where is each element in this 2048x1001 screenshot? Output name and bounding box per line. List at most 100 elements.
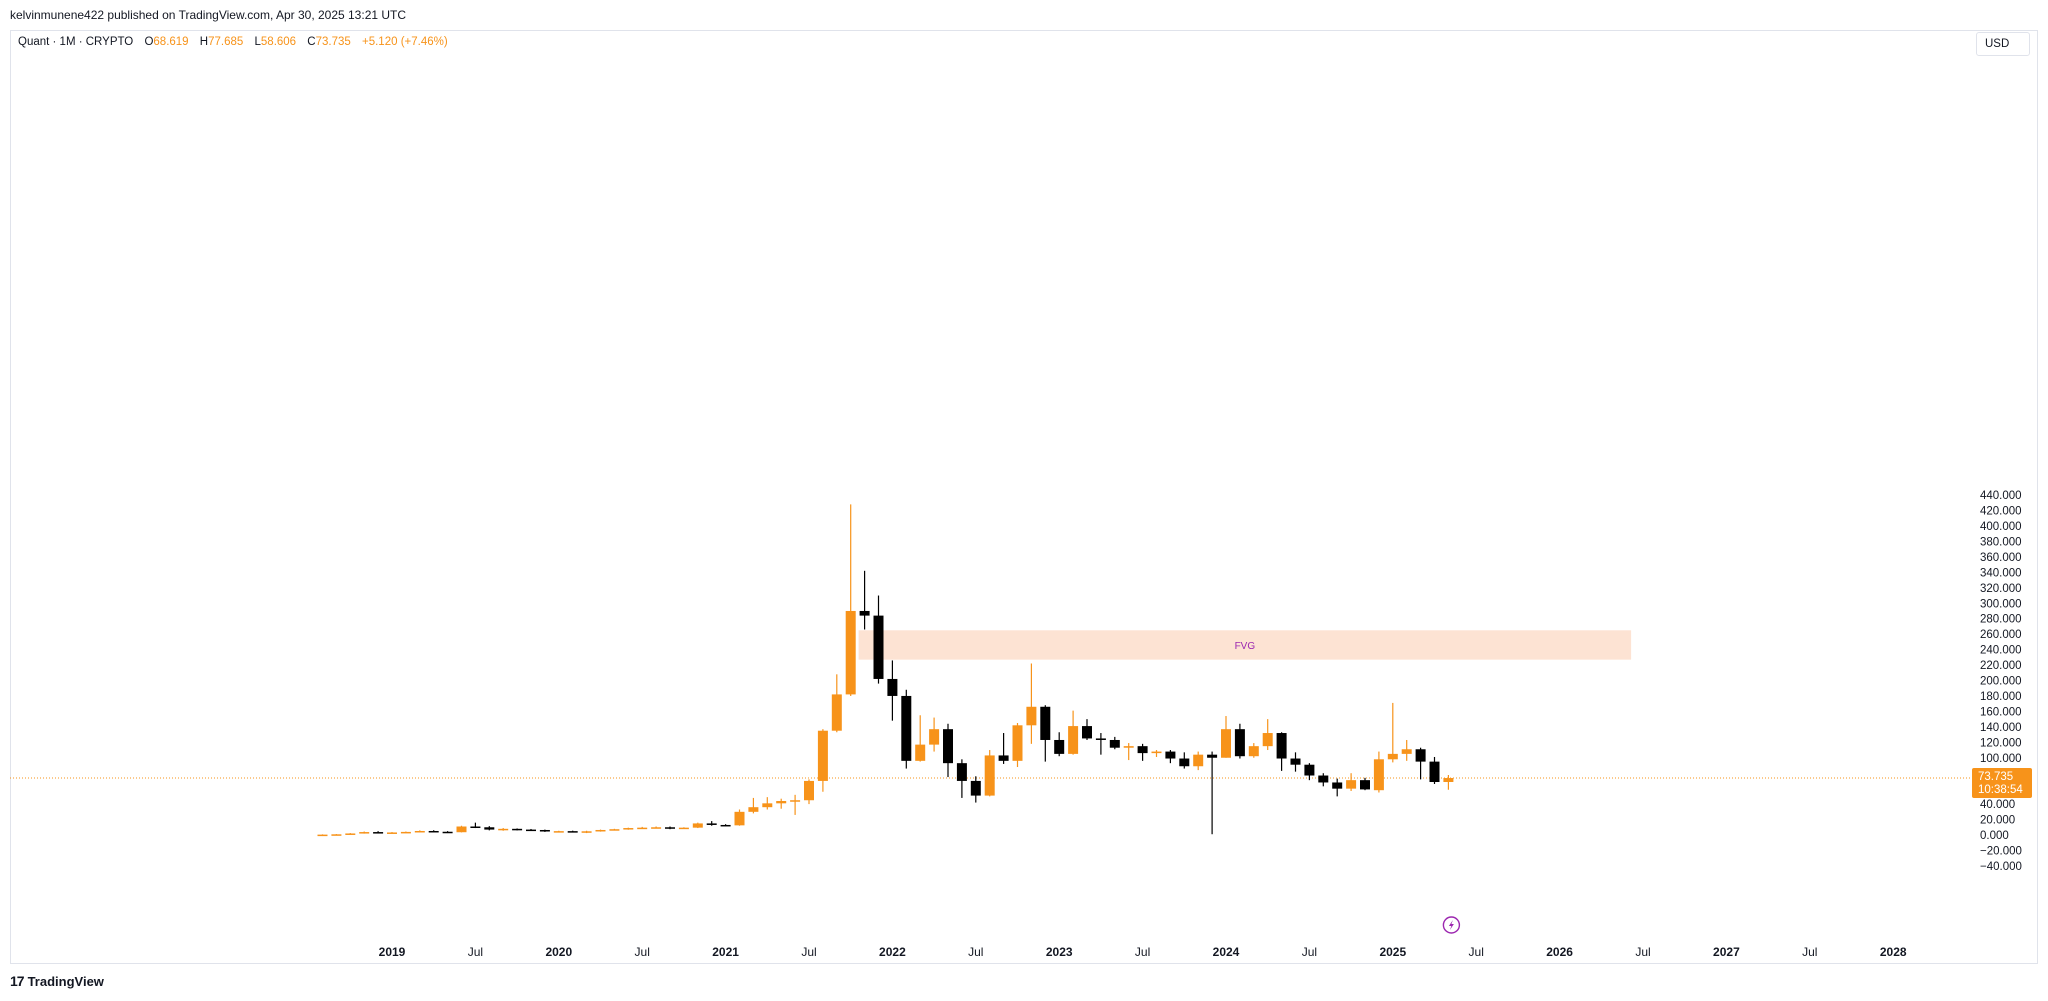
candle[interactable]	[1429, 756, 1440, 785]
candle[interactable]	[1040, 705, 1051, 762]
x-tick-label: Jul	[1802, 945, 1817, 959]
candle[interactable]	[720, 824, 731, 827]
candle[interactable]	[1207, 751, 1218, 835]
candle[interactable]	[1026, 663, 1037, 744]
fvg-zone[interactable]	[858, 630, 1632, 660]
candle[interactable]	[1068, 710, 1079, 755]
candle[interactable]	[1109, 736, 1120, 750]
candle[interactable]	[1443, 774, 1454, 790]
candle[interactable]	[651, 826, 662, 829]
candle[interactable]	[1401, 739, 1412, 761]
candle[interactable]	[929, 717, 940, 752]
candle[interactable]	[748, 797, 759, 814]
x-tick-label: Jul	[468, 945, 483, 959]
candle[interactable]	[998, 733, 1009, 764]
candle[interactable]	[484, 826, 495, 831]
candle[interactable]	[373, 831, 384, 834]
candle[interactable]	[428, 830, 439, 833]
candle[interactable]	[1012, 722, 1023, 768]
candle[interactable]	[512, 828, 523, 831]
currency-button[interactable]: USD	[1976, 32, 2030, 56]
candle[interactable]	[665, 826, 675, 830]
candle[interactable]	[762, 797, 773, 810]
candle[interactable]	[1123, 743, 1134, 761]
candle[interactable]	[956, 759, 967, 798]
tradingview-logo[interactable]: 17 TradingView	[10, 973, 104, 989]
candle[interactable]	[442, 831, 453, 834]
y-tick-label: 280.000	[1980, 614, 2022, 626]
candle-body	[915, 744, 926, 761]
candle-body	[1193, 754, 1204, 767]
candle[interactable]	[817, 729, 828, 792]
candle[interactable]	[567, 830, 578, 833]
candle[interactable]	[387, 832, 397, 834]
candle[interactable]	[873, 595, 884, 684]
candle-body	[387, 832, 397, 834]
candle[interactable]	[1415, 747, 1426, 780]
candle[interactable]	[859, 570, 870, 630]
candle[interactable]	[1346, 773, 1357, 791]
candle[interactable]	[498, 828, 509, 831]
candle[interactable]	[1082, 719, 1092, 740]
symbol-name[interactable]: Quant · 1M · CRYPTO	[18, 36, 134, 48]
x-tick-label: Jul	[968, 945, 983, 959]
candle[interactable]	[1165, 750, 1176, 764]
candle[interactable]	[678, 827, 689, 830]
candle[interactable]	[470, 822, 481, 829]
candle[interactable]	[831, 674, 842, 733]
candle[interactable]	[526, 828, 536, 832]
candle[interactable]	[400, 831, 411, 834]
candle[interactable]	[1387, 702, 1398, 763]
candle[interactable]	[1262, 719, 1273, 751]
candle[interactable]	[1054, 732, 1065, 757]
x-tick-label: 2019	[379, 945, 406, 959]
candle[interactable]	[359, 831, 370, 834]
candle[interactable]	[1360, 777, 1370, 791]
candle[interactable]	[790, 794, 801, 815]
candle[interactable]	[1151, 750, 1162, 757]
candle[interactable]	[1276, 732, 1287, 771]
candle[interactable]	[553, 830, 564, 833]
candle[interactable]	[970, 776, 981, 803]
candle[interactable]	[943, 723, 953, 778]
lightning-icon[interactable]	[1442, 916, 1461, 934]
candle[interactable]	[1318, 773, 1329, 787]
candle[interactable]	[317, 834, 328, 837]
y-tick-label: 160.000	[1980, 706, 2022, 718]
candle[interactable]	[1179, 752, 1190, 769]
candle[interactable]	[706, 821, 717, 826]
candle[interactable]	[345, 833, 356, 835]
candle[interactable]	[887, 660, 898, 721]
candle[interactable]	[776, 798, 787, 809]
candle-body	[1082, 726, 1092, 739]
candle[interactable]	[1304, 763, 1315, 781]
candle[interactable]	[331, 834, 342, 836]
candle[interactable]	[734, 809, 745, 826]
candle[interactable]	[692, 822, 703, 829]
candle-body	[1318, 775, 1329, 783]
candle[interactable]	[1095, 733, 1106, 755]
candle[interactable]	[637, 826, 648, 830]
y-tick-label: 180.000	[1980, 691, 2022, 703]
candle[interactable]	[1234, 723, 1245, 759]
candle[interactable]	[595, 829, 606, 832]
candle[interactable]	[1221, 716, 1231, 758]
candle[interactable]	[845, 504, 856, 696]
candle[interactable]	[1248, 743, 1259, 758]
candle[interactable]	[623, 827, 634, 830]
candle[interactable]	[581, 830, 592, 834]
candle[interactable]	[984, 750, 995, 797]
candle[interactable]	[1332, 778, 1343, 797]
candle[interactable]	[1373, 751, 1384, 793]
candle[interactable]	[539, 829, 550, 832]
candle[interactable]	[804, 779, 814, 805]
candle[interactable]	[456, 825, 467, 833]
candle[interactable]	[1193, 751, 1204, 771]
candle[interactable]	[609, 828, 620, 831]
candle[interactable]	[1137, 743, 1148, 761]
candle[interactable]	[915, 715, 926, 762]
candle[interactable]	[1290, 752, 1301, 772]
candle[interactable]	[414, 830, 425, 833]
candle[interactable]	[901, 689, 912, 769]
